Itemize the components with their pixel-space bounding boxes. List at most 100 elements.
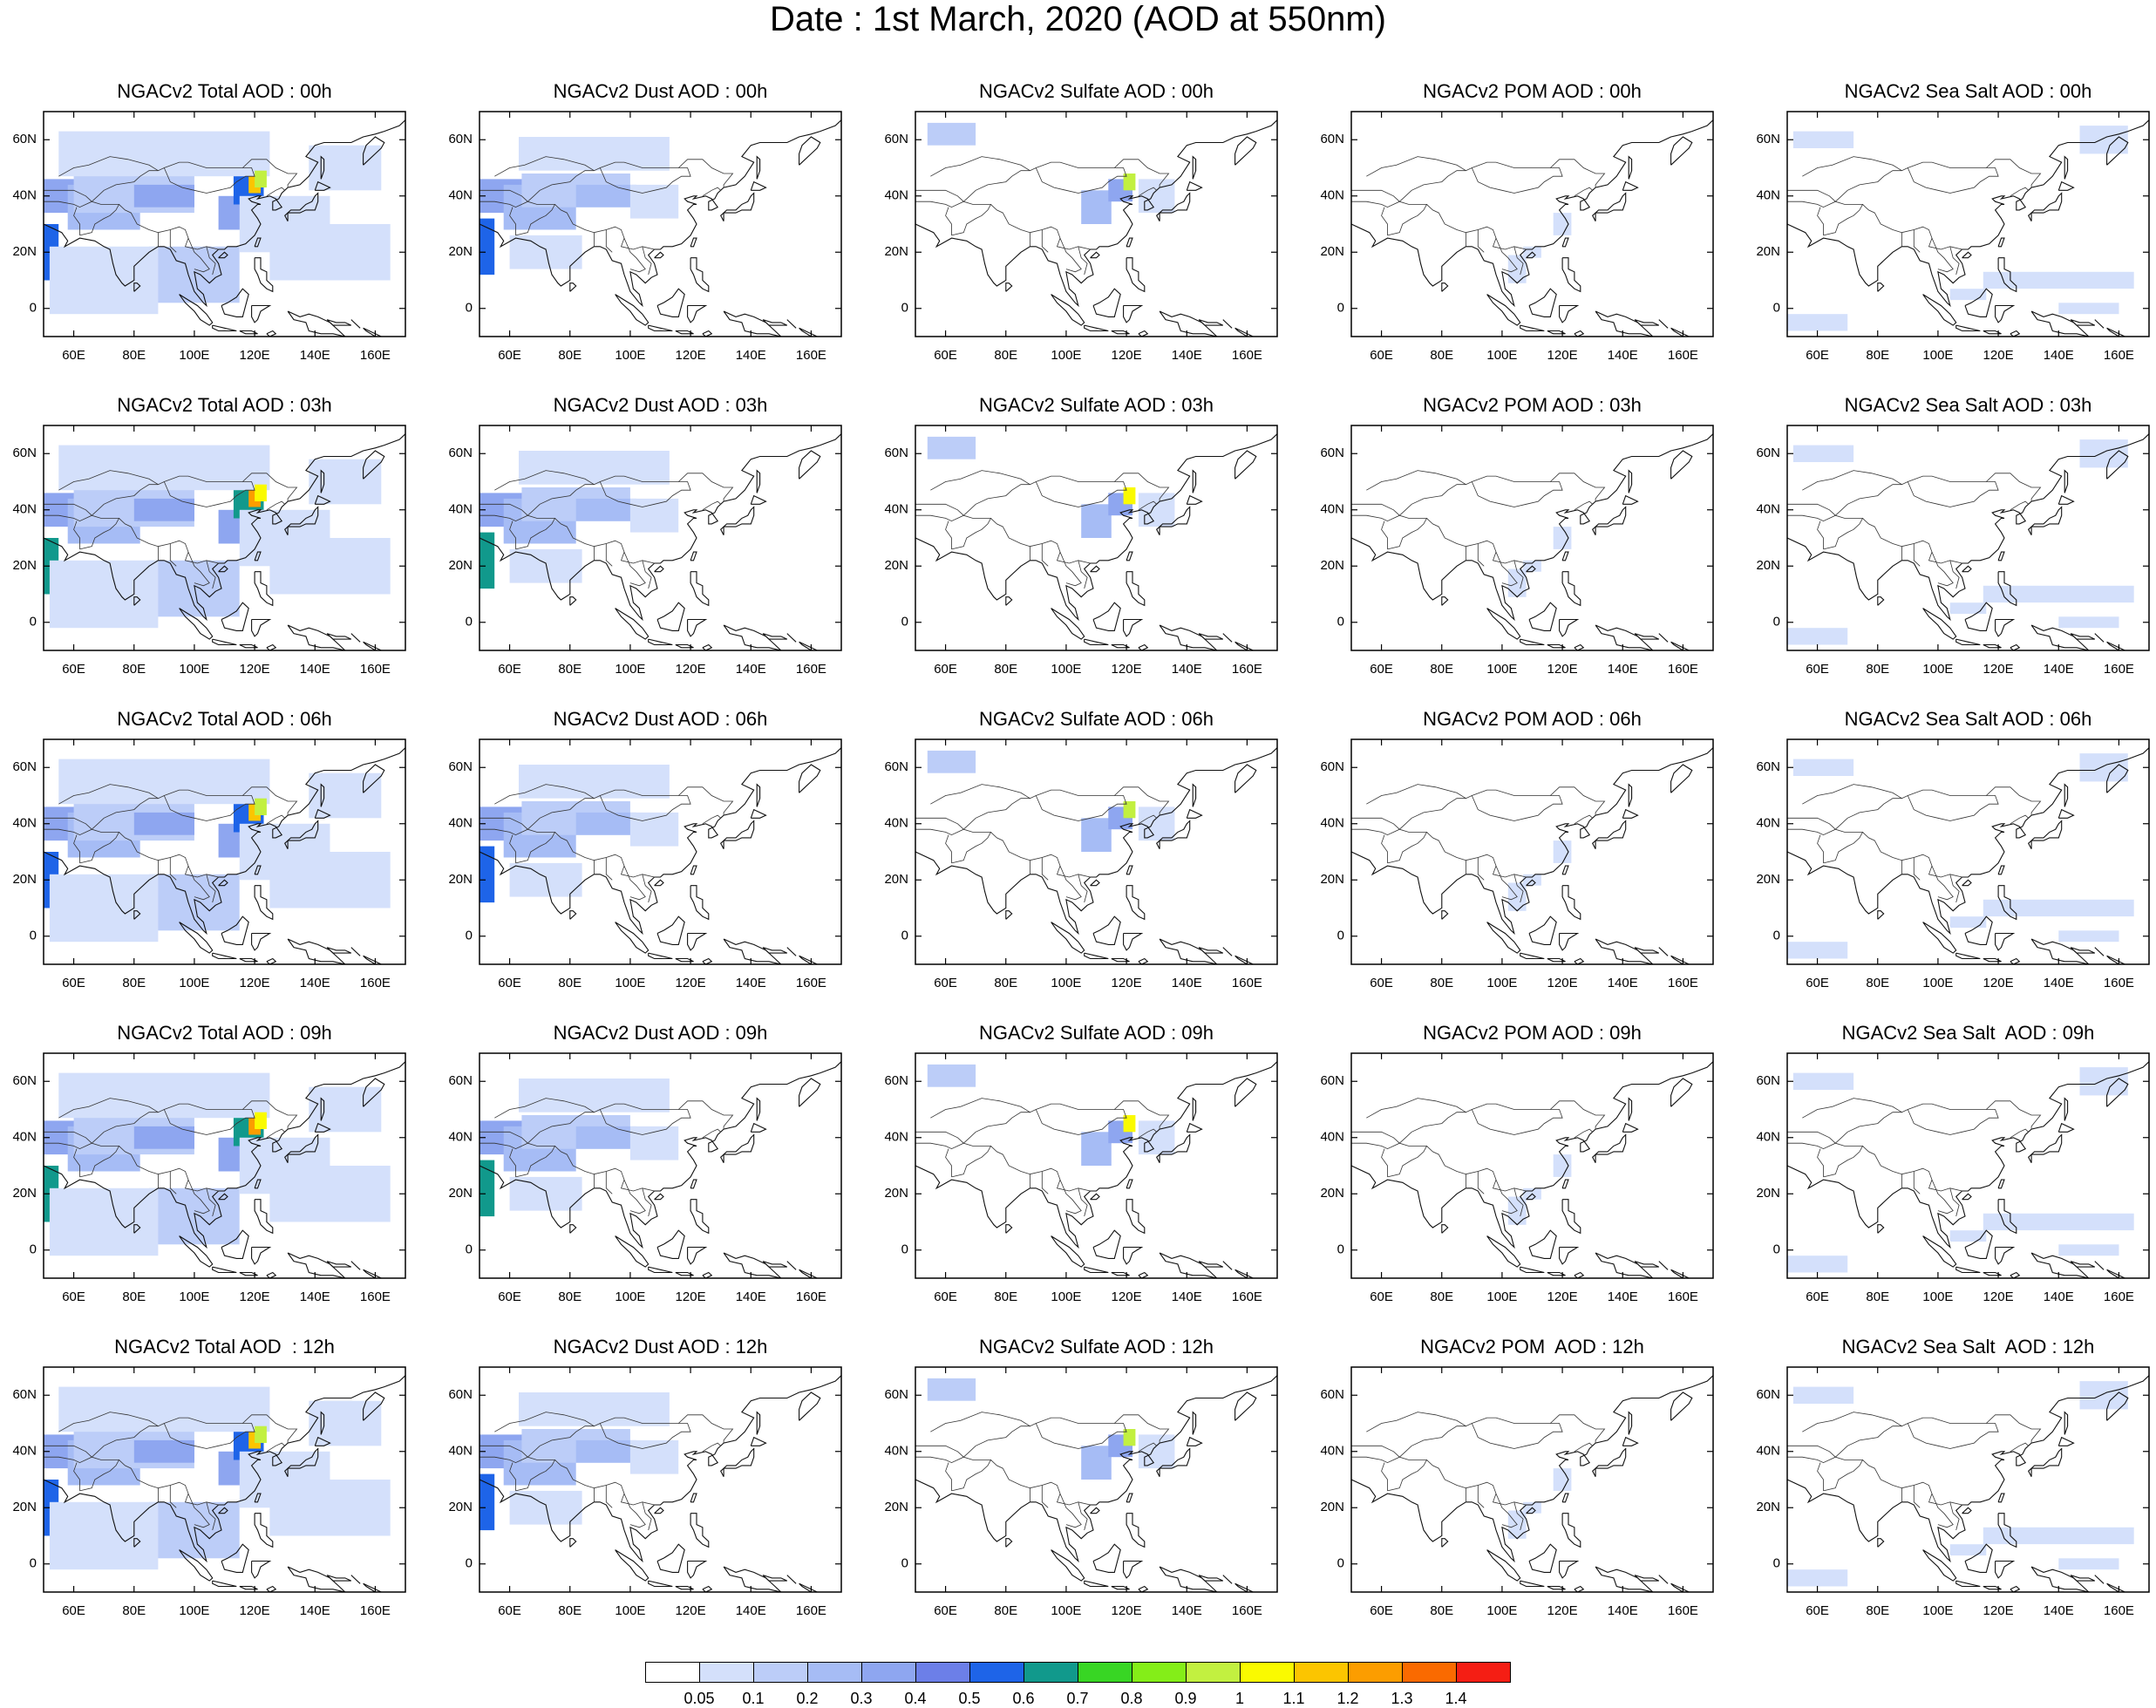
coastline bbox=[1138, 1585, 1149, 1592]
coastline bbox=[212, 1580, 237, 1588]
lat-label: 60N bbox=[884, 446, 908, 460]
panel-title: NGACv2 Total AOD : 06h bbox=[117, 708, 332, 730]
coastline bbox=[2057, 808, 2075, 819]
country-border bbox=[1399, 786, 1606, 830]
aod-patch bbox=[149, 874, 240, 931]
country-border bbox=[163, 1109, 255, 1135]
coastline bbox=[1997, 885, 2017, 921]
coastline bbox=[320, 155, 325, 180]
colorbar-label: 0.7 bbox=[1066, 1690, 1089, 1707]
coastline bbox=[2028, 820, 2063, 850]
lon-label: 140E bbox=[300, 1290, 330, 1304]
coastline bbox=[1559, 1560, 1580, 1579]
coastline bbox=[1670, 955, 1690, 964]
coastline bbox=[569, 282, 577, 292]
coastline bbox=[1234, 327, 1254, 337]
aod-patch bbox=[479, 532, 495, 589]
country-border bbox=[1787, 1131, 1836, 1144]
aod-patch bbox=[509, 235, 582, 269]
coastline bbox=[239, 330, 258, 335]
coastline bbox=[239, 1271, 258, 1276]
lon-label: 60E bbox=[1806, 976, 1829, 990]
panel-title: NGACv2 Total AOD : 12h bbox=[114, 1336, 335, 1358]
lat-label: 20N bbox=[1320, 1186, 1344, 1201]
lon-label: 60E bbox=[62, 348, 85, 363]
aod-patch bbox=[49, 560, 159, 629]
aod-patch bbox=[149, 1187, 240, 1245]
coastline bbox=[1995, 932, 2016, 951]
lon-label: 80E bbox=[1866, 662, 1889, 677]
coastline bbox=[1561, 1493, 1569, 1503]
country-border bbox=[187, 865, 210, 901]
country-border bbox=[1471, 1423, 1563, 1449]
map-panel: NGACv2 POM AOD : 00h 60N 40N 20N 0 60E 80E 100E… bbox=[1320, 80, 1787, 394]
country-border bbox=[1138, 187, 1157, 197]
aod-map: 60N 40N 20N 0 60E 80E 100E 120E 140E 160E bbox=[448, 1052, 842, 1304]
coastline bbox=[2106, 641, 2125, 650]
lon-label: 160E bbox=[796, 348, 826, 363]
country-border bbox=[1931, 1493, 1954, 1528]
coastline bbox=[1441, 596, 1449, 606]
coastline bbox=[799, 136, 821, 166]
aod-field bbox=[1351, 739, 1713, 964]
lat-label: 60N bbox=[1756, 1387, 1780, 1402]
country-border bbox=[163, 167, 255, 194]
coastline bbox=[1592, 1447, 1627, 1478]
coastline bbox=[799, 641, 818, 650]
colorbar-label: 0.3 bbox=[850, 1690, 873, 1707]
coastline bbox=[1192, 1097, 1197, 1121]
lon-label: 80E bbox=[558, 976, 582, 990]
country-border bbox=[1041, 1171, 1049, 1194]
coastline bbox=[1787, 119, 2149, 308]
coastline bbox=[2057, 1122, 2075, 1133]
lon-label: 120E bbox=[240, 976, 270, 990]
aod-field bbox=[1787, 112, 2149, 337]
coastline bbox=[1123, 1246, 1144, 1265]
colorbar-swatch bbox=[1024, 1662, 1078, 1683]
coastline bbox=[1198, 1575, 1224, 1582]
lon-label: 140E bbox=[2044, 662, 2074, 677]
coastline bbox=[1186, 808, 1203, 819]
aod-patch bbox=[575, 1126, 636, 1149]
lon-label: 160E bbox=[360, 1290, 391, 1304]
aod-map: 60N 40N 20N 0 60E 80E 100E 120E 140E 160E bbox=[448, 1366, 842, 1618]
coastline bbox=[326, 1575, 352, 1582]
lat-label: 60N bbox=[1320, 1387, 1344, 1402]
country-border bbox=[187, 237, 210, 273]
coastline bbox=[2030, 938, 2090, 964]
lon-label: 120E bbox=[676, 1603, 706, 1618]
lat-label: 0 bbox=[901, 1242, 908, 1257]
coastline bbox=[2057, 494, 2075, 505]
lon-label: 100E bbox=[1922, 1603, 1953, 1618]
coastline bbox=[1084, 1266, 1109, 1274]
country-border bbox=[187, 551, 210, 587]
country-border bbox=[963, 1100, 1170, 1144]
lon-label: 60E bbox=[934, 348, 957, 363]
coastline bbox=[762, 633, 788, 640]
aod-field bbox=[1787, 425, 2149, 650]
country-border bbox=[1931, 551, 1954, 587]
lat-label: 60N bbox=[12, 446, 37, 460]
coastline bbox=[1877, 596, 1885, 606]
country-border bbox=[509, 1462, 516, 1491]
country-border bbox=[169, 543, 177, 567]
lon-label: 60E bbox=[934, 1603, 957, 1618]
country-border bbox=[1351, 817, 1400, 830]
coastline bbox=[1051, 1549, 1085, 1582]
coastline bbox=[326, 633, 352, 640]
lat-label: 0 bbox=[1773, 929, 1780, 943]
country-border bbox=[1495, 865, 1518, 901]
lat-label: 40N bbox=[12, 1444, 37, 1459]
country-border bbox=[1913, 1171, 1921, 1194]
country-border bbox=[1862, 1460, 1962, 1506]
lon-label: 80E bbox=[122, 348, 146, 363]
map-panel: NGACv2 Total AOD : 03h 60N 40N 20N 0 60E 80E 10… bbox=[12, 394, 479, 708]
coastline bbox=[1186, 1122, 1203, 1133]
coastline bbox=[1222, 1575, 1233, 1584]
coastline bbox=[1962, 879, 1972, 887]
aod-patch bbox=[1553, 840, 1572, 863]
panel-title: NGACv2 Sulfate AOD : 09h bbox=[978, 1022, 1214, 1044]
country-border bbox=[2010, 187, 2029, 197]
country-border bbox=[266, 500, 285, 511]
country-border bbox=[1949, 246, 1960, 276]
